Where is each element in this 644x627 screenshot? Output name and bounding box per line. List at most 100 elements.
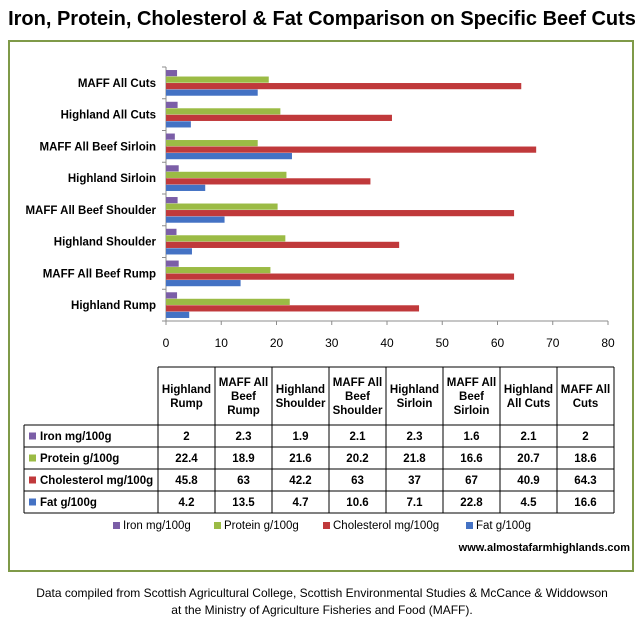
table-cell-iron-maff-all-beef-rump: 2.3 xyxy=(236,431,252,443)
legend-label-fat: Fat g/100g xyxy=(476,520,531,532)
y-tick-label-highland-shoulder: Highland Shoulder xyxy=(54,237,157,249)
y-tick-label-maff-all-beef-sirloin: MAFF All Beef Sirloin xyxy=(40,141,157,153)
bar-fat-highland-sirloin xyxy=(166,184,206,191)
table-header-maff-all-cuts: Cuts xyxy=(573,398,599,410)
legend-label-iron: Iron mg/100g xyxy=(123,520,191,532)
table-cell-cholesterol-highland-all-cuts: 40.9 xyxy=(517,475,539,487)
table-cell-iron-highland-sirloin: 2.3 xyxy=(407,431,423,443)
table-header-maff-all-beef-rump: Beef xyxy=(231,391,256,403)
table-cell-protein-maff-all-beef-shoulder: 20.2 xyxy=(346,453,368,465)
bar-cholesterol-highland-shoulder xyxy=(166,241,400,248)
table-header-maff-all-cuts: MAFF All xyxy=(561,384,610,396)
table-legend-key-cholesterol xyxy=(29,476,36,484)
table-cell-protein-highland-sirloin: 21.8 xyxy=(403,453,426,465)
table-header-maff-all-beef-rump: Rump xyxy=(227,405,260,417)
table-header-maff-all-beef-sirloin: MAFF All xyxy=(447,377,496,389)
table-header-maff-all-beef-sirloin: Sirloin xyxy=(454,405,490,417)
bar-fat-highland-rump xyxy=(166,311,190,318)
table-cell-iron-highland-shoulder: 1.9 xyxy=(293,431,309,443)
bar-iron-highland-shoulder xyxy=(166,228,177,235)
bar-iron-maff-all-cuts xyxy=(166,70,178,77)
table-cell-cholesterol-highland-rump: 45.8 xyxy=(175,475,198,487)
bar-fat-highland-all-cuts xyxy=(166,121,191,128)
table-cell-protein-maff-all-cuts: 18.6 xyxy=(574,453,596,465)
table-cell-cholesterol-maff-all-beef-sirloin: 67 xyxy=(465,475,478,487)
bar-fat-highland-shoulder xyxy=(166,248,192,255)
bar-fat-maff-all-cuts xyxy=(166,89,258,96)
x-tick-label: 10 xyxy=(215,336,229,350)
bar-protein-maff-all-beef-sirloin xyxy=(166,140,258,147)
bar-protein-highland-all-cuts xyxy=(166,108,281,115)
bar-iron-highland-all-cuts xyxy=(166,101,178,108)
table-header-maff-all-beef-shoulder: Shoulder xyxy=(333,405,383,417)
bar-cholesterol-maff-all-beef-rump xyxy=(166,273,515,280)
bar-fat-maff-all-beef-sirloin xyxy=(166,153,292,160)
x-tick-label: 40 xyxy=(380,336,394,350)
x-tick-label: 0 xyxy=(163,336,170,350)
table-cell-protein-highland-all-cuts: 20.7 xyxy=(517,453,539,465)
table-cell-fat-maff-all-cuts: 16.6 xyxy=(574,497,596,509)
table-header-highland-shoulder: Shoulder xyxy=(276,398,326,410)
legend-swatch-fat xyxy=(466,522,473,529)
x-tick-label: 20 xyxy=(270,336,284,350)
table-header-highland-sirloin: Highland xyxy=(390,384,439,396)
y-tick-label-highland-all-cuts: Highland All Cuts xyxy=(61,110,156,122)
bar-iron-maff-all-beef-rump xyxy=(166,260,179,267)
table-header-highland-sirloin: Sirloin xyxy=(397,398,433,410)
table-header-highland-rump: Rump xyxy=(170,398,203,410)
website-credit[interactable]: www.almostafarmhighlands.com xyxy=(458,542,630,554)
table-cell-fat-highland-shoulder: 4.7 xyxy=(293,497,309,509)
bar-iron-highland-rump xyxy=(166,292,178,299)
chart-title: Iron, Protein, Cholesterol & Fat Compari… xyxy=(8,8,636,30)
bar-cholesterol-maff-all-beef-shoulder xyxy=(166,210,515,217)
table-cell-fat-highland-rump: 4.2 xyxy=(179,497,195,509)
table-cell-fat-maff-all-beef-shoulder: 10.6 xyxy=(346,497,368,509)
table-row-label-protein: Protein g/100g xyxy=(40,453,119,465)
table-header-highland-all-cuts: Highland xyxy=(504,384,553,396)
x-tick-label: 50 xyxy=(436,336,450,350)
table-header-maff-all-beef-sirloin: Beef xyxy=(459,391,484,403)
y-tick-label-highland-sirloin: Highland Sirloin xyxy=(68,173,156,185)
x-tick-label: 30 xyxy=(325,336,339,350)
table-header-highland-rump: Highland xyxy=(162,384,211,396)
legend-swatch-protein xyxy=(214,522,221,529)
table-cell-fat-maff-all-beef-sirloin: 22.8 xyxy=(460,497,483,509)
y-tick-label-highland-rump: Highland Rump xyxy=(71,300,156,312)
table-cell-cholesterol-maff-all-cuts: 64.3 xyxy=(574,475,596,487)
bar-fat-maff-all-beef-shoulder xyxy=(166,216,225,223)
legend-swatch-cholesterol xyxy=(323,522,330,529)
table-cell-cholesterol-maff-all-beef-shoulder: 63 xyxy=(351,475,364,487)
x-tick-label: 80 xyxy=(601,336,615,350)
table-row-label-fat: Fat g/100g xyxy=(40,497,97,509)
table-legend-key-iron xyxy=(29,432,36,440)
legend-swatch-iron xyxy=(113,522,120,529)
x-tick-label: 60 xyxy=(491,336,505,350)
bar-protein-maff-all-beef-shoulder xyxy=(166,203,278,210)
table-cell-cholesterol-highland-sirloin: 37 xyxy=(408,475,421,487)
bar-cholesterol-maff-all-cuts xyxy=(166,83,522,90)
table-cell-iron-maff-all-beef-sirloin: 1.6 xyxy=(464,431,480,443)
source-footnote: Data compiled from Scottish Agricultural… xyxy=(36,586,608,617)
table-header-highland-all-cuts: All Cuts xyxy=(507,398,550,410)
y-tick-label-maff-all-beef-shoulder: MAFF All Beef Shoulder xyxy=(25,205,156,217)
table-legend-key-protein xyxy=(29,454,36,462)
y-tick-label-maff-all-cuts: MAFF All Cuts xyxy=(78,78,156,90)
bar-cholesterol-highland-rump xyxy=(166,305,420,312)
table-cell-protein-maff-all-beef-rump: 18.9 xyxy=(232,453,254,465)
table-legend-key-fat xyxy=(29,498,36,506)
table-row-label-cholesterol: Cholesterol mg/100g xyxy=(40,475,153,487)
table-cell-protein-highland-shoulder: 21.6 xyxy=(289,453,311,465)
bar-cholesterol-maff-all-beef-sirloin xyxy=(166,146,537,153)
legend-label-cholesterol: Cholesterol mg/100g xyxy=(333,520,439,532)
table-cell-iron-highland-all-cuts: 2.1 xyxy=(521,431,538,443)
bar-protein-highland-shoulder xyxy=(166,235,286,242)
table-cell-iron-maff-all-cuts: 2 xyxy=(582,431,588,443)
x-tick-label: 70 xyxy=(546,336,560,350)
bar-protein-maff-all-cuts xyxy=(166,76,269,83)
bar-protein-maff-all-beef-rump xyxy=(166,267,271,274)
table-cell-protein-maff-all-beef-sirloin: 16.6 xyxy=(460,453,482,465)
table-cell-fat-highland-sirloin: 7.1 xyxy=(407,497,424,509)
y-tick-label-maff-all-beef-rump: MAFF All Beef Rump xyxy=(43,268,156,280)
bar-cholesterol-highland-all-cuts xyxy=(166,114,392,121)
table-cell-iron-highland-rump: 2 xyxy=(183,431,189,443)
